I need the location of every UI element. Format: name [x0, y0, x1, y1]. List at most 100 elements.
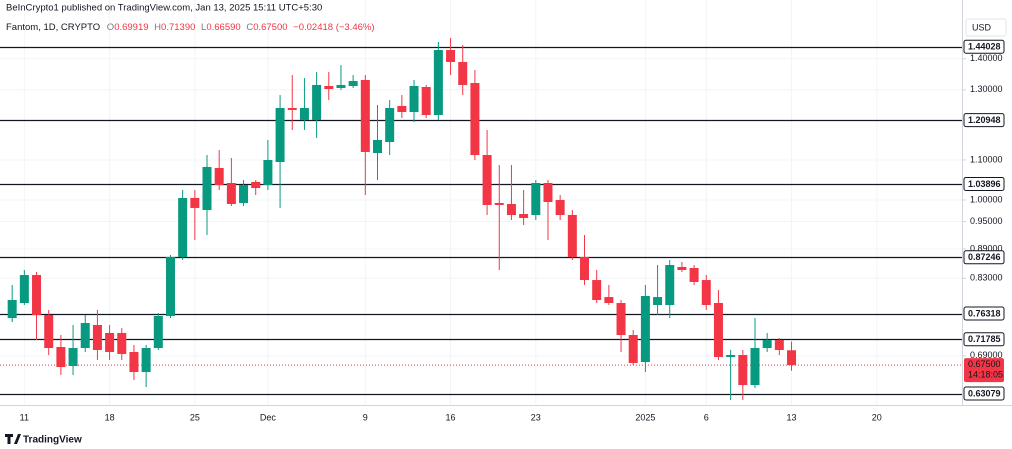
candle-body [506, 204, 516, 216]
candle-body [19, 275, 29, 304]
candle-body [178, 197, 188, 257]
candle-body [7, 300, 17, 319]
candle-body [677, 266, 687, 270]
candle-body [68, 348, 78, 367]
candle-body [312, 84, 322, 120]
candle-body [567, 215, 577, 257]
x-tick-label: 20 [872, 412, 882, 422]
candle-body [689, 268, 699, 282]
candle-body [385, 107, 395, 142]
candle-body [275, 107, 285, 162]
candle-body [117, 332, 127, 354]
candle-body [482, 154, 492, 205]
currency: USD [972, 22, 992, 32]
candle-body [738, 354, 748, 386]
candle-body [713, 303, 723, 358]
level-label-box [963, 306, 1005, 321]
candle-body [226, 183, 236, 205]
candle-body [446, 50, 456, 62]
candle-body [190, 197, 200, 208]
x-tick-label: 18 [105, 412, 115, 422]
last-price-box [964, 358, 1004, 383]
last-price-label: 0.67500 [968, 359, 1001, 369]
level-label-box [963, 176, 1005, 191]
quote-value: 0.71390 [161, 22, 195, 33]
level-label-box [963, 113, 1005, 128]
y-tick-label: 0.83000 [970, 273, 1003, 283]
x-tick-label: 6 [704, 412, 709, 422]
candle-body [202, 166, 212, 210]
candle-body [336, 84, 346, 88]
x-tick-label: 9 [363, 412, 368, 422]
candle-body [397, 106, 407, 112]
candle-body [750, 348, 760, 386]
y-tick-label: 1.40000 [970, 53, 1003, 63]
candle-body [372, 139, 382, 153]
candle-body [263, 160, 273, 186]
candle-body [324, 86, 334, 89]
candle-body [531, 183, 541, 216]
candle-body [762, 340, 772, 349]
candle-body [153, 315, 163, 349]
candle-body [251, 181, 261, 188]
candle-body [592, 280, 602, 301]
candle-body [701, 280, 711, 306]
candle-body [299, 107, 309, 120]
level-label: 0.71785 [968, 334, 1001, 344]
quote-key: L [201, 22, 206, 33]
level-label: 1.44028 [968, 42, 1001, 52]
quote-value: 0.66590 [206, 22, 240, 33]
candle-body [470, 83, 480, 155]
candle-body [409, 86, 419, 112]
x-tick-label: 11 [20, 412, 29, 422]
brand-name: TradingView [23, 435, 82, 446]
candle-body [105, 332, 115, 352]
candle-body [348, 81, 358, 87]
x-tick-label: 23 [531, 412, 541, 422]
candle-body [360, 79, 370, 152]
candle-body [141, 348, 151, 372]
symbol: Fantom, 1D, CRYPTO [6, 22, 100, 33]
candle-body [287, 107, 297, 110]
candle-body [458, 61, 468, 85]
quote-key: O [107, 22, 114, 33]
x-tick-label: 2025 [635, 412, 655, 422]
level-label-box [963, 39, 1005, 54]
brand-icon [5, 434, 21, 444]
candle-body [580, 256, 590, 281]
level-label: 0.76318 [968, 308, 1001, 318]
candle-body [640, 295, 650, 363]
candle-body [787, 350, 797, 366]
candle-body [92, 324, 102, 350]
candle-body [165, 256, 175, 316]
candle-body [653, 297, 663, 306]
candle-body [239, 185, 249, 203]
x-tick-label: 25 [190, 412, 200, 422]
candle-body [214, 167, 224, 186]
change: −0.02418 (−3.46%) [293, 22, 374, 33]
y-tick-label: 0.95000 [970, 216, 1003, 226]
y-tick-label: 0.69000 [970, 350, 1003, 360]
published-note: BeInCrypto1 published on TradingView.com… [6, 3, 322, 14]
currency-box [965, 18, 1007, 37]
candle-body [555, 199, 565, 216]
quote-value: 0.69919 [114, 22, 148, 33]
candle-body [44, 314, 54, 349]
quote-key: H [154, 22, 161, 33]
x-tick-label: Dec [260, 412, 277, 422]
y-tick-label: 0.89000 [970, 243, 1003, 253]
candle-body [543, 183, 553, 203]
x-tick-label: 13 [787, 412, 797, 422]
y-tick-label: 1.10000 [970, 154, 1003, 164]
level-label-box [963, 386, 1005, 401]
level-label: 1.03896 [968, 179, 1001, 189]
candle-body [628, 335, 638, 363]
plot-area [0, 0, 962, 405]
candle-body [56, 346, 66, 368]
level-label: 0.63079 [968, 388, 1001, 398]
level-label-box [963, 332, 1005, 347]
candle-body [433, 50, 443, 116]
